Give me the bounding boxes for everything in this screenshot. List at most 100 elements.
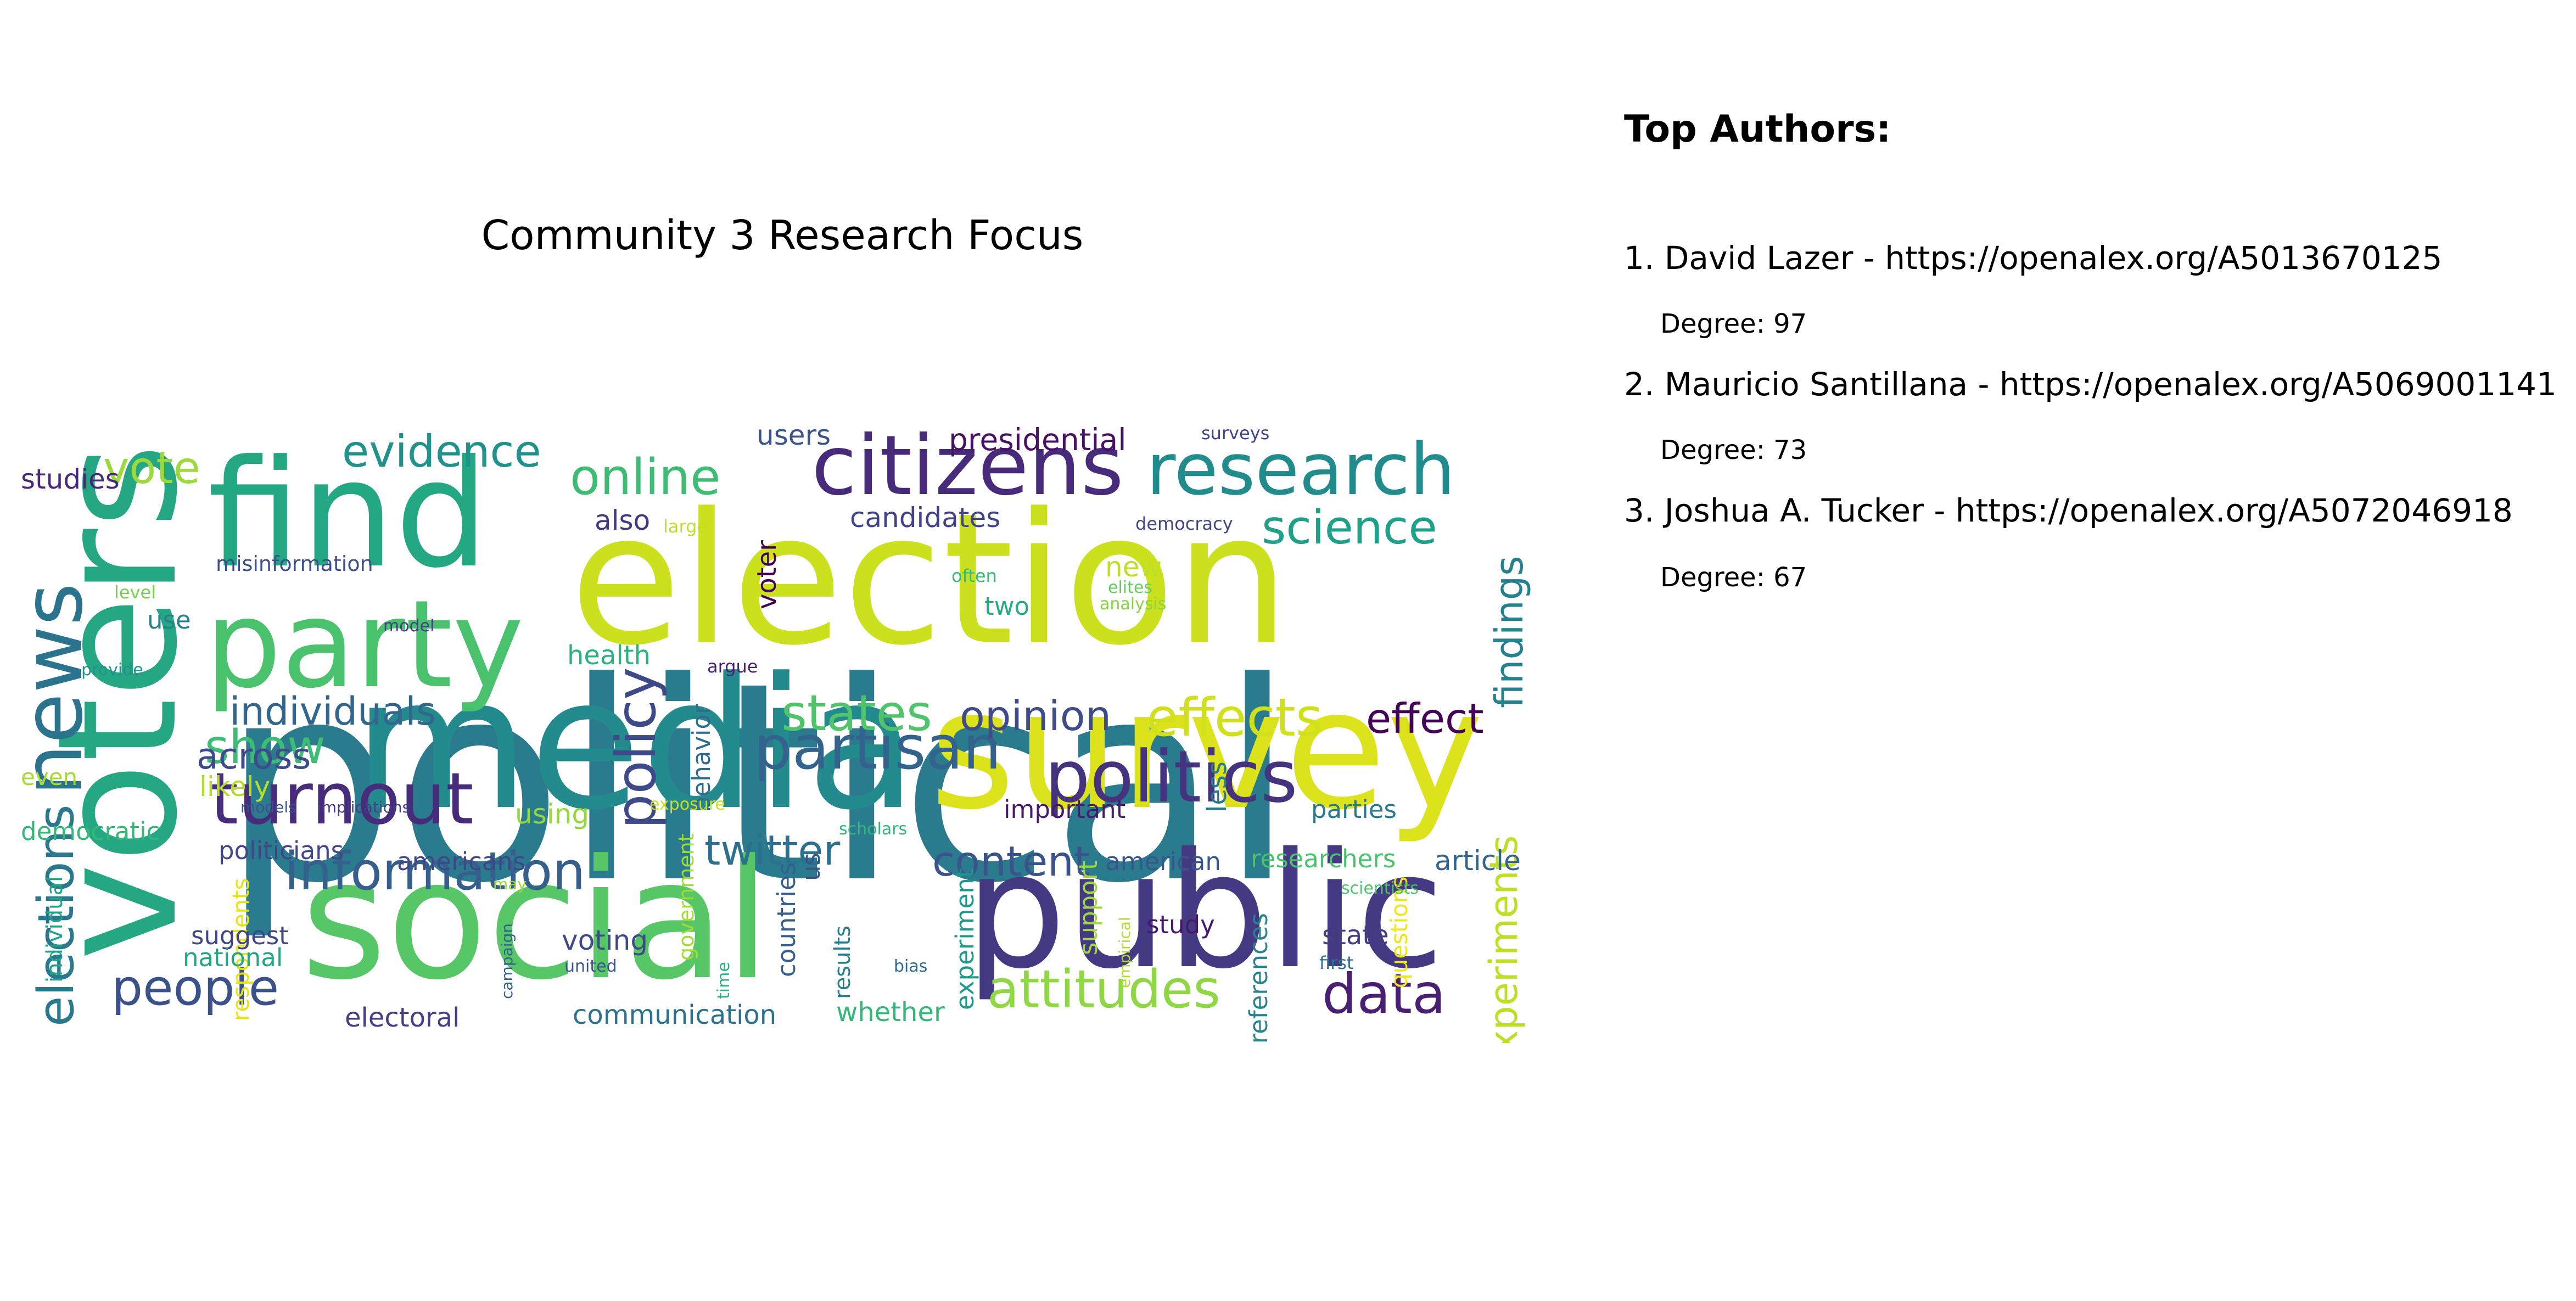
cloud-word: experiments xyxy=(1481,835,1526,1043)
cloud-word: users xyxy=(757,419,831,451)
author-item: 3. Joshua A. Tucker - https://openalex.o… xyxy=(1624,492,2513,529)
cloud-word: citizens xyxy=(811,418,1124,514)
cloud-word: political xyxy=(221,624,1295,943)
cloud-word: scientists xyxy=(1341,879,1419,898)
cloud-word: presidential xyxy=(949,422,1127,457)
cloud-word: turnout xyxy=(210,757,474,840)
cloud-word: researchers xyxy=(1251,844,1396,873)
cloud-word: support xyxy=(1074,860,1103,955)
cloud-word: twitter xyxy=(704,826,841,874)
cloud-word: misinformation xyxy=(216,552,373,576)
cloud-word: first xyxy=(1319,952,1354,973)
cloud-word: preferences xyxy=(1244,913,1273,1043)
cloud-word: provide xyxy=(81,660,143,680)
cloud-word: government xyxy=(674,833,698,961)
cloud-word: using xyxy=(515,798,589,830)
cloud-word: democracy xyxy=(1135,513,1233,534)
wordcloud-title: Community 3 Research Focus xyxy=(481,212,1084,259)
cloud-word: party xyxy=(205,574,524,715)
cloud-word: article xyxy=(1435,845,1521,877)
cloud-word: research xyxy=(1146,428,1455,511)
cloud-word: americans xyxy=(397,847,525,876)
cloud-word: analysis xyxy=(1100,595,1166,614)
cloud-word: elections xyxy=(27,804,85,1027)
cloud-word: results xyxy=(830,926,855,999)
author-item: 2. Mauricio Santillana - https://openale… xyxy=(1624,366,2557,403)
cloud-word: new xyxy=(1105,551,1162,583)
cloud-word: show xyxy=(205,720,326,775)
cloud-word: individuals xyxy=(229,689,436,734)
cloud-word: state xyxy=(1322,920,1389,951)
cloud-word: elites xyxy=(1108,578,1152,597)
cloud-word: voter xyxy=(752,540,782,609)
author-item: 1. David Lazer - https://openalex.org/A5… xyxy=(1624,239,2443,277)
cloud-word: politics xyxy=(1045,735,1298,818)
cloud-word: policy xyxy=(604,668,668,829)
cloud-word: politicians xyxy=(219,836,344,865)
cloud-word: respondents xyxy=(227,878,254,1021)
cloud-word: study xyxy=(1146,910,1215,939)
cloud-word: opinion xyxy=(960,692,1111,740)
cloud-word: national xyxy=(183,943,283,972)
author-degree: Degree: 67 xyxy=(1660,562,1807,593)
cloud-word: evidence xyxy=(342,426,541,477)
cloud-word: health xyxy=(567,640,651,671)
cloud-word: scholars xyxy=(839,820,907,839)
cloud-word: often xyxy=(951,565,997,586)
cloud-word: voters xyxy=(22,443,214,961)
cloud-word: exposure xyxy=(649,795,725,814)
cloud-word: empirical xyxy=(1116,917,1134,988)
author-degree: Degree: 73 xyxy=(1660,435,1807,466)
cloud-word: less xyxy=(1202,761,1233,812)
cloud-word: states xyxy=(781,685,932,742)
cloud-word: public xyxy=(965,819,1444,1004)
cloud-word: also xyxy=(595,504,650,536)
cloud-word: behavior xyxy=(687,704,716,812)
cloud-word: bias xyxy=(894,957,927,976)
cloud-word: science xyxy=(1262,501,1437,555)
cloud-word: american xyxy=(1105,847,1221,876)
cloud-word: voting xyxy=(562,924,648,956)
cloud-word: vote xyxy=(103,442,200,494)
cloud-word: media xyxy=(353,639,917,850)
cloud-word: effects xyxy=(1146,688,1323,748)
cloud-word: time xyxy=(714,962,733,999)
cloud-word: surveys xyxy=(1201,423,1269,444)
author-degree: Degree: 97 xyxy=(1660,309,1807,339)
cloud-word: online xyxy=(570,448,721,506)
cloud-word: models xyxy=(240,798,296,816)
cloud-word: countries xyxy=(772,862,801,977)
cloud-word: level xyxy=(114,582,156,603)
cloud-word: individual xyxy=(42,876,68,983)
cloud-word: parties xyxy=(1311,795,1397,824)
cloud-word: partisan xyxy=(754,713,1001,783)
cloud-word: argue xyxy=(707,656,758,677)
cloud-word: social xyxy=(301,825,770,1016)
cloud-word: content xyxy=(932,837,1090,885)
cloud-word: large xyxy=(663,516,708,537)
cloud-word: use xyxy=(147,605,191,635)
cloud-word: attitudes xyxy=(987,960,1220,1020)
cloud-word: model xyxy=(383,616,434,636)
cloud-word: findings xyxy=(1487,556,1532,708)
cloud-word: election xyxy=(570,474,1290,685)
cloud-word: democratic xyxy=(21,817,160,846)
cloud-word: communication xyxy=(573,1000,776,1030)
cloud-word: people xyxy=(111,959,279,1017)
cloud-word: likely xyxy=(199,771,270,803)
cloud-word: suggest xyxy=(191,921,289,950)
cloud-word: two xyxy=(984,592,1029,621)
cloud-word: even xyxy=(21,764,77,790)
cloud-word: data xyxy=(1322,962,1446,1026)
top-authors-heading: Top Authors: xyxy=(1624,108,1891,151)
cloud-word: across xyxy=(197,736,311,777)
cloud-word: whether xyxy=(836,997,945,1028)
cloud-word: implications xyxy=(317,798,410,816)
cloud-word: united xyxy=(564,957,617,976)
cloud-word: us xyxy=(797,853,826,881)
cloud-word: may xyxy=(493,875,527,893)
cloud-word: campaign xyxy=(498,923,516,999)
cloud-word: news xyxy=(15,583,101,796)
cloud-word: survey xyxy=(929,654,1483,846)
